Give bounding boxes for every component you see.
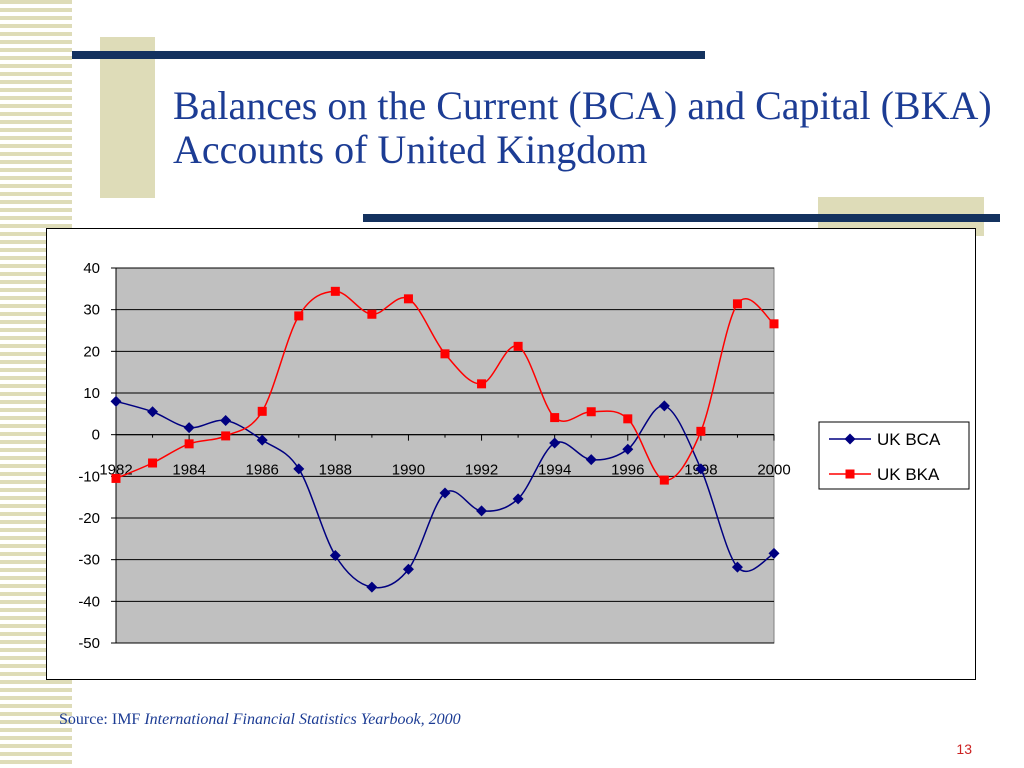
uk-bca-point (476, 505, 488, 517)
x-tick-label: 2000 (757, 462, 790, 479)
y-tick-label: -30 (78, 552, 100, 569)
uk-bca-point (220, 415, 232, 426)
uk-bca-point (402, 563, 414, 575)
x-tick-label: 1986 (246, 462, 279, 479)
decorative-tan-block (100, 37, 155, 198)
uk-bka-line (115, 290, 775, 481)
uk-bka-point (732, 299, 742, 309)
uk-bka-point (294, 311, 304, 321)
decorative-mid-bar (363, 214, 1000, 222)
uk-bca-point (695, 463, 707, 475)
uk-bka-point (330, 286, 340, 296)
y-tick-label: -20 (78, 510, 100, 527)
decorative-top-bar (72, 51, 705, 59)
uk-bka-point (367, 309, 377, 319)
chart-frame: 40 30 20 10 0 -10 -20 -30 -40 -50 1982 1984 1986 1988… (46, 228, 976, 680)
y-tick-label: 40 (83, 260, 100, 277)
uk-bka-point (403, 294, 413, 304)
y-tick-label: 30 (83, 302, 100, 319)
slide-title: Balances on the Current (BCA) and Capita… (173, 83, 992, 172)
x-tick-label: 1984 (172, 462, 205, 479)
uk-bca-point (585, 454, 597, 466)
x-tick-label: 1994 (538, 462, 571, 479)
uk-bca-point (768, 547, 780, 559)
uk-bka-point (148, 458, 158, 468)
legend-label-uk-bca: UK BCA (877, 430, 941, 449)
uk-bca-point (329, 550, 341, 561)
uk-bca-point (366, 581, 378, 593)
y-tick-label: 20 (83, 343, 100, 360)
y-tick-label: -10 (78, 468, 100, 485)
uk-bka-point (586, 407, 596, 417)
uk-bka-point (659, 475, 669, 485)
x-tick-label: 1996 (611, 462, 644, 479)
uk-bka-point (696, 426, 706, 436)
source-citation: Source: IMF International Financial Stat… (59, 711, 461, 729)
uk-bca-point (731, 561, 743, 573)
uk-bka-point (477, 379, 487, 389)
y-tick-label: 10 (83, 385, 100, 402)
uk-bca-point (512, 493, 524, 505)
uk-bca-point (110, 395, 122, 407)
x-tick-label: 1988 (319, 462, 352, 479)
uk-bka-point (623, 414, 633, 424)
source-prefix: Source: IMF (59, 711, 145, 728)
uk-bca-point (147, 406, 159, 418)
legend-label-uk-bka: UK BKA (877, 465, 940, 484)
uk-bka-point (550, 413, 560, 423)
uk-bka-point (221, 431, 231, 441)
uk-bka-point (111, 473, 121, 483)
plot-area (115, 267, 775, 644)
uk-bca-point (658, 400, 670, 412)
x-tick-label: 1990 (392, 462, 425, 479)
uk-bka-point (440, 349, 450, 359)
legend-marker-uk-bka (845, 469, 855, 479)
uk-bca-point (183, 422, 195, 434)
uk-bka-point (184, 439, 194, 449)
y-tick-label: 0 (92, 427, 100, 444)
uk-bca-point (293, 463, 305, 475)
x-tick-label: 1992 (465, 462, 498, 479)
source-publication: International Financial Statistics Yearb… (144, 711, 461, 728)
y-tick-label: -40 (78, 593, 100, 610)
legend (818, 421, 970, 490)
uk-bka-point (769, 319, 779, 329)
uk-bca-point (622, 443, 634, 455)
page-number: 13 (956, 741, 972, 757)
uk-bca-point (549, 437, 561, 449)
uk-bka-point (513, 341, 523, 351)
uk-bka-point (257, 406, 267, 416)
y-tick-label: -50 (78, 635, 100, 652)
legend-marker-uk-bca (844, 433, 856, 445)
uk-bca-point (439, 487, 451, 499)
uk-bca-point (256, 434, 268, 446)
